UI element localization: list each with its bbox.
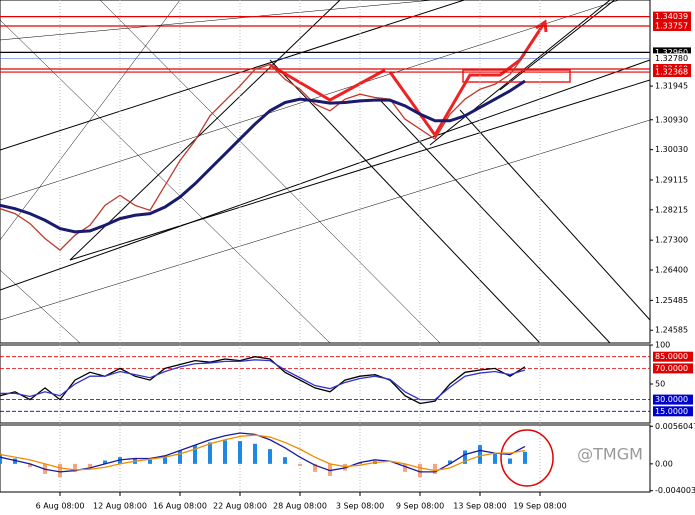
y-tick-label: 1.26400 (655, 266, 688, 275)
y-tick-label: 1.25485 (655, 296, 688, 305)
histogram-bar (313, 463, 317, 472)
y-tick-label: 0.0056047 (655, 422, 695, 431)
y-tick-label: 1.29115 (655, 175, 688, 184)
x-tick-label: 6 Aug 08:00 (36, 502, 85, 511)
price-label-bg (653, 67, 691, 78)
y-tick-label: 1.27300 (655, 236, 688, 245)
highlight-circle (500, 429, 554, 487)
histogram-bar (28, 463, 32, 468)
histogram-bar (0, 453, 2, 464)
histogram-bar (103, 460, 107, 464)
x-tick-label: 13 Sep 08:00 (453, 502, 506, 511)
y-tick-label: -0.0040036 (655, 486, 695, 495)
level-label: 15.0000 (655, 407, 688, 416)
histogram-bar (88, 463, 92, 468)
price-label: 1.33757 (655, 21, 688, 30)
histogram-bar (58, 463, 62, 478)
histogram-bar (508, 458, 512, 464)
x-tick-label: 9 Sep 08:00 (396, 502, 444, 511)
histogram-bar (298, 463, 302, 466)
histogram-bar (463, 450, 467, 464)
series-line (0, 356, 526, 405)
histogram-bar (433, 463, 437, 474)
x-tick-label: 12 Aug 08:00 (93, 502, 147, 511)
watermark: @TMGM (577, 445, 643, 464)
histogram-bar (208, 442, 212, 464)
series-line (0, 432, 526, 473)
y-tick-label: 1.30030 (655, 145, 688, 154)
histogram-bar (163, 455, 167, 464)
trendlines (0, 0, 650, 343)
y-tick-label: 1.31945 (655, 82, 688, 91)
price-label: 1.32960 (655, 48, 688, 57)
price-label: 1.34039 (655, 12, 688, 21)
histogram-bar (418, 463, 422, 478)
price-label: 1.32368 (655, 68, 688, 77)
price-label: 1.32780 (655, 54, 688, 63)
level-label-bg (653, 363, 693, 374)
level-label-bg (653, 394, 693, 405)
histogram-bar (478, 445, 482, 464)
x-tick-label: 28 Aug 08:00 (273, 502, 327, 511)
x-tick-label: 19 Sep 08:00 (513, 502, 566, 511)
price-label-bg (653, 53, 691, 64)
x-tick-label: 16 Aug 08:00 (153, 502, 207, 511)
y-tick-label: 0.00 (655, 459, 673, 468)
price-label-bg (653, 47, 691, 58)
y-tick-label: 50 (655, 380, 665, 389)
main-frame (0, 0, 651, 344)
y-tick-label: 1.24585 (655, 326, 688, 335)
histogram-bar (268, 449, 272, 464)
y-tick-label: 100 (655, 341, 670, 350)
price-label-bg (653, 20, 691, 31)
histogram-bar (238, 441, 242, 464)
histogram-bar (283, 457, 287, 464)
series-line (0, 54, 526, 251)
histogram-bar (178, 450, 182, 464)
histogram-bar (493, 453, 497, 464)
series-line (0, 434, 526, 472)
level-label-bg (653, 406, 693, 417)
histogram-bar (148, 459, 152, 464)
level-label: 85.0000 (655, 352, 688, 361)
series-line (0, 359, 526, 401)
level-label-bg (653, 351, 693, 362)
level-label: 70.0000 (655, 364, 688, 373)
macd-frame (0, 424, 651, 493)
y-tick-label: 1.28215 (655, 205, 688, 214)
x-tick-label: 3 Sep 08:00 (336, 502, 384, 511)
level-label: 30.0000 (655, 395, 688, 404)
price-label-bg (653, 11, 691, 22)
y-tick-label: 1.30930 (655, 115, 688, 124)
histogram-bar (253, 443, 257, 464)
histogram-bar (523, 451, 527, 464)
x-tick-label: 22 Aug 08:00 (213, 502, 267, 511)
histogram-bar (403, 463, 407, 472)
histogram-bar (73, 463, 77, 472)
histogram-bar (448, 460, 452, 464)
series-line (0, 79, 526, 234)
histogram-bar (193, 445, 197, 464)
histogram-bar (13, 458, 17, 464)
histogram-bar (223, 440, 227, 464)
